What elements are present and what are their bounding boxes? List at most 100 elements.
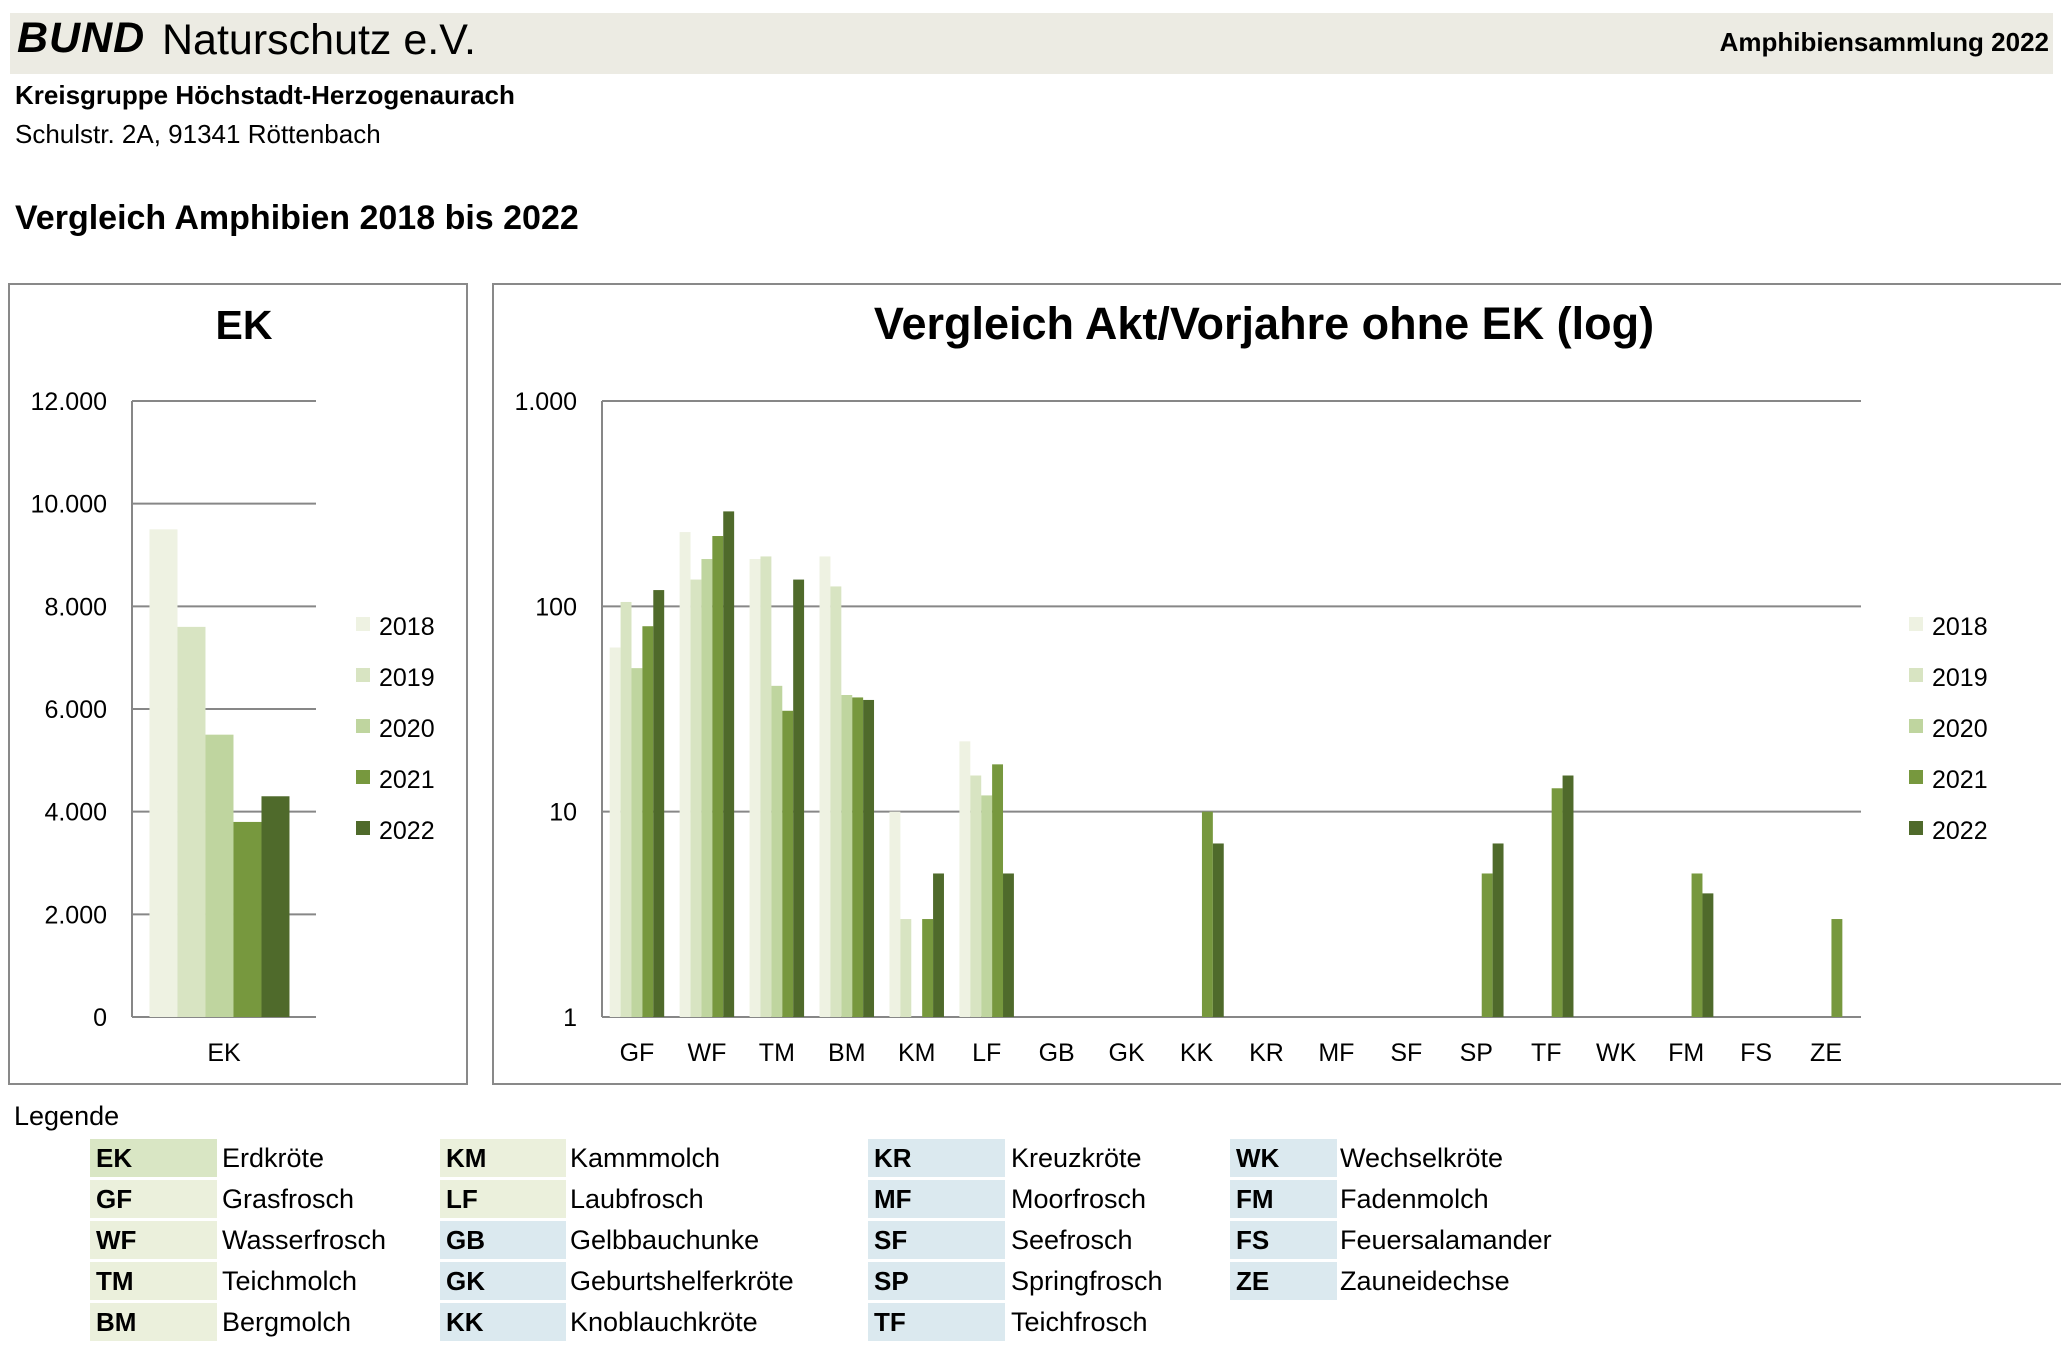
bar-lf-2020 xyxy=(981,795,993,1017)
bar-ek-2019 xyxy=(177,626,206,1017)
legend-label-2020: 2020 xyxy=(1932,715,1988,743)
legend-code: GK xyxy=(440,1262,566,1300)
bar-bm-2021 xyxy=(852,697,864,1017)
legend-species-name: Feuersalamander xyxy=(1340,1225,1552,1255)
brand-logo-bund: BUND xyxy=(17,14,146,62)
legend-label-2018: 2018 xyxy=(379,613,435,641)
ek-chart-panel: EK 0 2.000 4.000 6.000 8.000 10.000 12.000 EK 201… xyxy=(8,283,468,1085)
x-tick-label: EK xyxy=(207,1039,241,1067)
brand-name: Naturschutz e.V. xyxy=(162,16,476,64)
legend-item-tm: TM Teichmolch xyxy=(90,1262,590,1300)
legend-code: WF xyxy=(90,1221,217,1259)
y-tick-label: 10.000 xyxy=(31,491,107,519)
legend-label-2018: 2018 xyxy=(1932,613,1988,641)
x-tick-label: GK xyxy=(1109,1039,1145,1067)
legend-label-2020: 2020 xyxy=(379,715,435,743)
bar-bm-2022 xyxy=(863,699,875,1017)
legend-code: TF xyxy=(868,1303,1005,1341)
bar-km-2022 xyxy=(933,873,944,1017)
bar-tm-2021 xyxy=(782,710,794,1017)
legend-label-2021: 2021 xyxy=(1932,766,1988,794)
x-tick-label: SP xyxy=(1460,1039,1493,1067)
legend-code: SF xyxy=(868,1221,1005,1259)
legend-title: Legende xyxy=(14,1101,120,1131)
bar-wf-2021 xyxy=(712,536,724,1017)
bar-km-2018 xyxy=(889,811,901,1017)
legend-code: MF xyxy=(868,1180,1005,1218)
x-tick-label: FM xyxy=(1668,1039,1704,1067)
bar-tf-2021 xyxy=(1551,788,1563,1017)
bar-lf-2021 xyxy=(992,764,1004,1017)
legend-item-sp: SP Springfrosch xyxy=(868,1262,1368,1300)
bar-gf-2019 xyxy=(620,601,632,1017)
legend-species-name: Gelbbauchunke xyxy=(570,1225,760,1255)
legend-item-kk: KK Knoblauchkröte xyxy=(440,1303,940,1341)
y-tick-label: 2.000 xyxy=(44,901,107,929)
bar-ze-2021 xyxy=(1831,919,1843,1017)
bar-wf-2020 xyxy=(701,559,713,1017)
legend-item-ze: ZE Zauneidechse xyxy=(1230,1262,1730,1300)
legend-species-name: Knoblauchkröte xyxy=(570,1307,758,1337)
legend-code: GF xyxy=(90,1180,217,1218)
bar-gf-2022 xyxy=(653,590,665,1017)
x-tick-label: ZE xyxy=(1810,1039,1842,1067)
chart-title: EK xyxy=(216,302,273,348)
org-address: Schulstr. 2A, 91341 Röttenbach xyxy=(15,119,381,149)
x-tick-label: LF xyxy=(972,1039,1001,1067)
ek-chart: EK 0 2.000 4.000 6.000 8.000 10.000 12.000 EK 201… xyxy=(31,302,435,1067)
legend-species-name: Fadenmolch xyxy=(1340,1184,1489,1214)
x-tick-label: WK xyxy=(1596,1039,1637,1067)
legend-code: KK xyxy=(440,1303,566,1341)
bar-tm-2019 xyxy=(760,556,772,1017)
bar-lf-2022 xyxy=(1003,873,1014,1017)
legend-label-2019: 2019 xyxy=(1932,664,1988,692)
legend-label-2022: 2022 xyxy=(379,817,435,845)
y-tick-label: 12.000 xyxy=(31,388,107,416)
bar-tm-2020 xyxy=(771,685,783,1017)
legend-code: KR xyxy=(868,1139,1005,1177)
legend-item-sf: SF Seefrosch xyxy=(868,1221,1368,1259)
legend-code: FS xyxy=(1230,1221,1337,1259)
bar-km-2019 xyxy=(900,919,912,1017)
legend-swatch-2021 xyxy=(356,770,370,784)
legend-label-2022: 2022 xyxy=(1932,817,1988,845)
legend-item-gb: GB Gelbbauchunke xyxy=(440,1221,940,1259)
legend-label-2019: 2019 xyxy=(379,664,435,692)
y-tick-label: 4.000 xyxy=(44,799,107,827)
legend-species-name: Grasfrosch xyxy=(222,1184,355,1214)
legend-swatch-2020 xyxy=(356,719,370,733)
y-tick-label: 8.000 xyxy=(44,593,107,621)
legend-code: WK xyxy=(1230,1139,1337,1177)
y-tick-label: 6.000 xyxy=(44,696,107,724)
legend-swatch-2018 xyxy=(356,617,370,631)
x-tick-label: BM xyxy=(828,1039,866,1067)
y-tick-label: 0 xyxy=(93,1004,107,1032)
bar-wf-2022 xyxy=(723,511,735,1017)
legend-item-kr: KR Kreuzkröte xyxy=(868,1139,1368,1177)
legend-code: ZE xyxy=(1230,1262,1337,1300)
legend-item-km: KM Kammmolch xyxy=(440,1139,940,1177)
bar-ek-2022 xyxy=(261,796,290,1017)
x-tick-label: KM xyxy=(898,1039,936,1067)
bar-ek-2020 xyxy=(205,734,234,1017)
legend-item-bm: BM Bergmolch xyxy=(90,1303,590,1341)
legend-item-wf: WF Wasserfrosch xyxy=(90,1221,590,1259)
legend-code: GB xyxy=(440,1221,566,1259)
legend-item-lf: LF Laubfrosch xyxy=(440,1180,940,1218)
legend-code: BM xyxy=(90,1303,217,1341)
comparison-chart-panel: Vergleich Akt/Vorjahre ohne EK (log) 1 10 1… xyxy=(492,283,2061,1085)
bar-ek-2021 xyxy=(233,821,262,1017)
legend-species-name: Zauneidechse xyxy=(1340,1266,1510,1296)
legend-species-name: Wasserfrosch xyxy=(222,1225,387,1255)
legend-species-name: Laubfrosch xyxy=(570,1184,704,1214)
legend-swatch-2018 xyxy=(1909,617,1923,631)
legend-code: FM xyxy=(1230,1180,1337,1218)
legend-species-name: Seefrosch xyxy=(1011,1225,1133,1255)
x-tick-label: MF xyxy=(1318,1039,1354,1067)
bar-bm-2018 xyxy=(819,556,831,1017)
legend-swatch-2021 xyxy=(1909,770,1923,784)
bar-gf-2021 xyxy=(642,626,654,1017)
y-tick-label: 10 xyxy=(549,799,577,827)
bar-gf-2020 xyxy=(631,668,643,1017)
bar-wf-2018 xyxy=(679,532,691,1017)
